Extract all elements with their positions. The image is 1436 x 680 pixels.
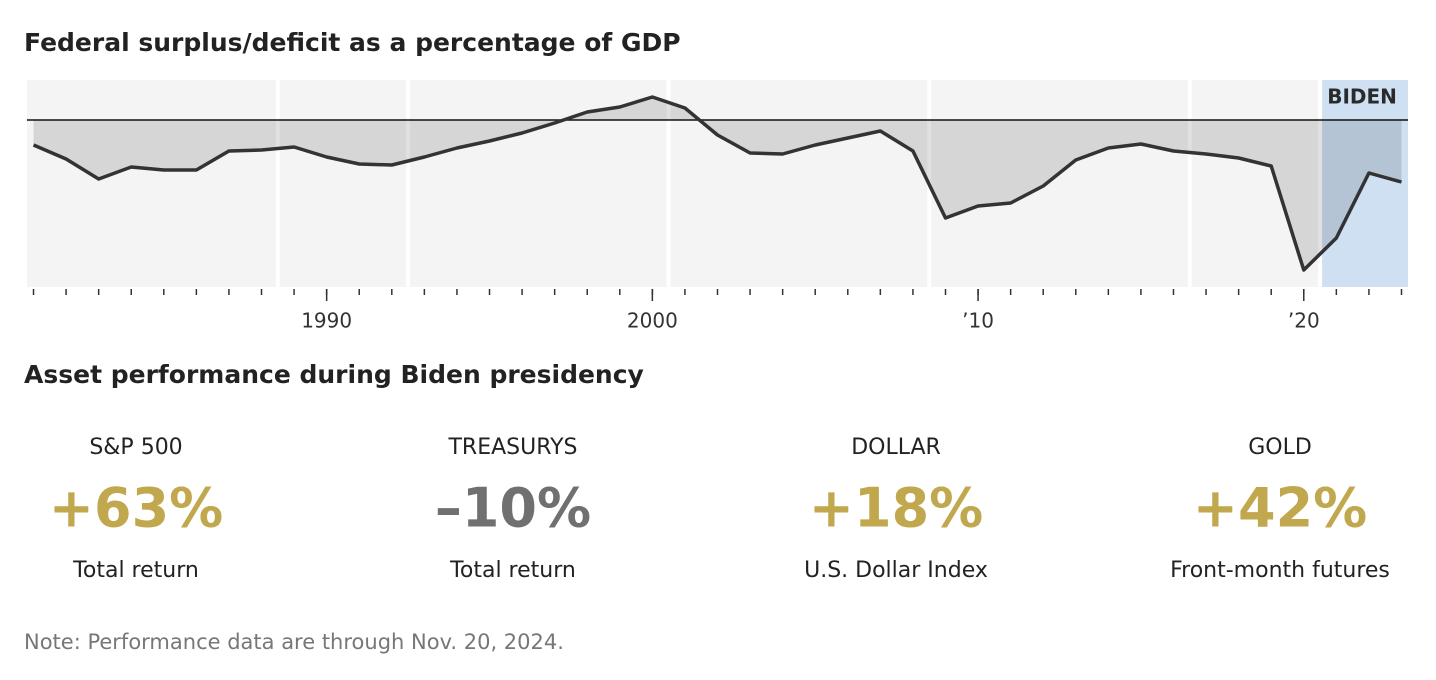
chart-title: Federal surplus/deficit as a percentage … — [24, 28, 681, 57]
stat-label: GOLD — [1248, 435, 1312, 460]
stat-note: Front-month futures — [1170, 558, 1390, 583]
stat-note: Total return — [449, 558, 576, 583]
x-tick-label: 1990 — [301, 309, 352, 333]
stat-label: DOLLAR — [851, 435, 941, 460]
stat-label: S&P 500 — [89, 435, 182, 460]
line — [32, 95, 1402, 272]
stat-value: –10% — [435, 477, 591, 540]
stat-value: +63% — [49, 477, 224, 540]
stat-note: Total return — [72, 558, 199, 583]
area — [33, 97, 1402, 270]
panel-title: Asset performance during Biden presidenc… — [24, 360, 644, 389]
stat-note: U.S. Dollar Index — [804, 558, 988, 583]
plot-background — [27, 80, 1408, 287]
x-tick-label: ’20 — [1288, 309, 1320, 333]
stat-label: TREASURYS — [447, 435, 577, 460]
x-tick-label: 2000 — [627, 309, 678, 333]
note: Note: Performance data are through Nov. … — [24, 630, 564, 654]
stat-value: +42% — [1193, 477, 1368, 540]
stat-value: +18% — [809, 477, 984, 540]
highlight-label: BIDEN — [1327, 85, 1397, 109]
x-tick-label: ’10 — [962, 309, 994, 333]
